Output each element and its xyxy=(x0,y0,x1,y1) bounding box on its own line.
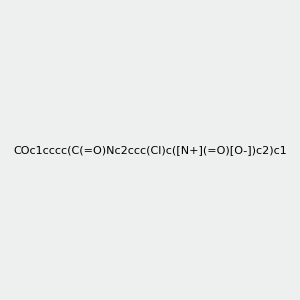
Text: COc1cccc(C(=O)Nc2ccc(Cl)c([N+](=O)[O-])c2)c1: COc1cccc(C(=O)Nc2ccc(Cl)c([N+](=O)[O-])c… xyxy=(13,145,287,155)
